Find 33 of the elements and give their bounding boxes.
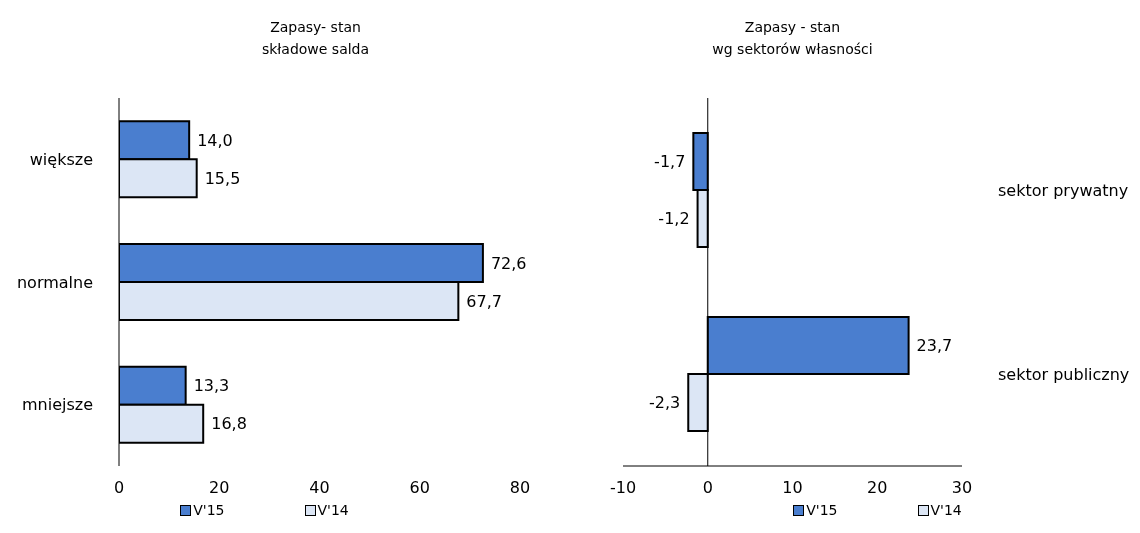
legend-label: V'14 [316,502,349,518]
x-tick-label: 0 [113,478,125,498]
legend-label: V'14 [929,502,962,518]
legend-label: V'15 [805,502,838,518]
legend-label: V'15 [192,502,225,518]
chart-title: Zapasy - stan [743,18,842,37]
x-tick-label: 60 [409,478,430,498]
data-label: 15,5 [204,168,241,188]
data-label: 72,6 [490,253,527,273]
y-tick-label: sektor prywatny [998,180,1129,200]
x-tick-label: 10 [782,478,803,498]
y-tick-label: normalne [16,272,93,292]
data-label: -1,7 [654,152,686,172]
x-tick-label: 20 [867,478,888,498]
y-tick-label: większe [29,150,93,170]
data-label: 16,8 [211,414,247,434]
data-label: 23,7 [916,336,953,356]
x-tick-label: -10 [609,478,637,498]
chart-subtitle: składowe salda [260,40,371,59]
x-tick-label: 30 [951,478,973,498]
y-tick-label: mniejsze [21,395,93,415]
x-tick-label: 40 [309,478,330,498]
chart-subtitle: wg sektorów własności [711,40,874,59]
data-label: -1,2 [658,209,690,229]
data-label: 67,7 [466,291,502,311]
y-tick-label: sektor publiczny [998,364,1130,384]
data-label: -2,3 [649,393,681,413]
chart-title: Zapasy- stan [269,18,362,37]
data-label: 13,3 [193,376,230,396]
x-tick-label: 80 [509,478,531,498]
data-label: 14,0 [197,130,233,150]
x-tick-label: 20 [209,478,230,498]
x-tick-label: 0 [702,478,713,498]
